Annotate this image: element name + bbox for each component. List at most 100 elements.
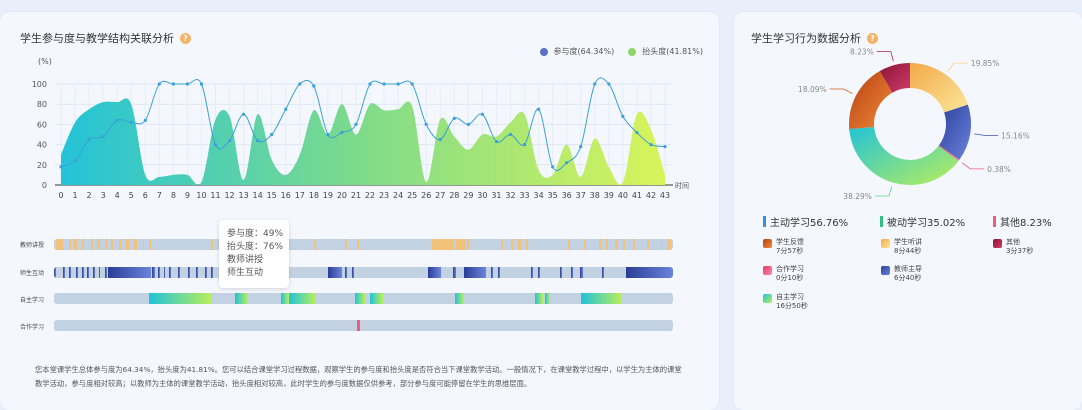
participation-point[interactable] (480, 112, 484, 116)
interaction-segment[interactable] (328, 267, 342, 278)
participation-point[interactable] (565, 161, 569, 165)
lecture-segment[interactable] (68, 239, 71, 250)
participation-point[interactable] (607, 82, 611, 86)
interaction-segment[interactable] (344, 267, 347, 278)
lecture-segment[interactable] (647, 239, 650, 250)
participation-point[interactable] (368, 82, 372, 86)
lecture-segment[interactable] (105, 239, 108, 250)
interaction-segment[interactable] (491, 267, 493, 278)
activity-cooperative[interactable]: 合作学习 0分10秒 (763, 265, 804, 283)
question-icon[interactable]: ? (867, 32, 878, 44)
lecture-segment[interactable] (149, 239, 152, 250)
participation-point[interactable] (73, 159, 77, 163)
participation-point[interactable] (466, 122, 470, 126)
interaction-segment[interactable] (152, 267, 155, 278)
lecture-segment[interactable] (525, 239, 528, 250)
interaction-segment[interactable] (538, 267, 540, 278)
category-active[interactable]: 主动学习56.76% (763, 214, 848, 229)
donut-slice[interactable] (939, 104, 971, 160)
participation-point[interactable] (340, 130, 344, 135)
interaction-segment[interactable] (625, 267, 673, 278)
participation-point[interactable] (396, 82, 400, 86)
lecture-segment[interactable] (500, 239, 504, 250)
interaction-segment[interactable] (177, 267, 180, 278)
donut-slice[interactable] (938, 145, 960, 162)
donut-slice[interactable] (849, 126, 959, 185)
lecture-segment[interactable] (583, 239, 587, 250)
self-study-segment[interactable] (289, 293, 317, 304)
donut-slice[interactable] (849, 70, 893, 130)
participation-point[interactable] (579, 145, 583, 149)
cooperation-segment[interactable] (357, 320, 361, 331)
lecture-segment[interactable] (313, 239, 316, 250)
participation-point[interactable] (522, 143, 527, 147)
interaction-segment[interactable] (530, 267, 534, 278)
participation-point[interactable] (621, 114, 625, 118)
participation-point[interactable] (312, 84, 316, 88)
interaction-segment[interactable] (211, 267, 214, 278)
interaction-segment[interactable] (560, 267, 563, 278)
lecture-segment[interactable] (567, 239, 570, 250)
interaction-segment[interactable] (352, 267, 355, 278)
participation-point[interactable] (87, 137, 91, 142)
participation-point[interactable] (242, 112, 246, 116)
participation-point[interactable] (452, 116, 456, 120)
self-study-segment[interactable] (281, 293, 289, 304)
lecture-segment[interactable] (55, 239, 64, 250)
interaction-segment[interactable] (92, 267, 95, 278)
interaction-segment[interactable] (82, 267, 85, 278)
timeline-track-cooperation[interactable] (54, 320, 673, 331)
participation-point[interactable] (101, 134, 105, 139)
participation-point[interactable] (382, 82, 386, 86)
interaction-segment[interactable] (498, 267, 501, 278)
timeline-track-self-study[interactable] (54, 293, 673, 304)
donut-slice[interactable] (910, 63, 968, 113)
interaction-segment[interactable] (68, 267, 72, 278)
participation-point[interactable] (354, 122, 358, 126)
participation-point[interactable] (494, 139, 499, 144)
participation-point[interactable] (593, 82, 597, 86)
self-study-segment[interactable] (455, 293, 465, 304)
self-study-segment[interactable] (534, 293, 543, 304)
interaction-segment[interactable] (157, 267, 160, 278)
interaction-segment[interactable] (104, 267, 107, 278)
lecture-segment[interactable] (518, 239, 521, 250)
lecture-segment[interactable] (142, 239, 145, 250)
lecture-segment[interactable] (344, 239, 348, 250)
legend-item-headup[interactable]: 抬头度(41.81%) (628, 46, 703, 57)
lecture-segment[interactable] (668, 239, 671, 250)
participation-point[interactable] (143, 118, 147, 122)
activity-self-study[interactable]: 自主学习 16分50秒 (763, 293, 808, 311)
participation-point[interactable] (663, 145, 667, 149)
donut-slice[interactable] (879, 63, 910, 93)
participation-point[interactable] (424, 122, 428, 126)
lecture-segment[interactable] (598, 239, 601, 250)
lecture-segment[interactable] (467, 239, 470, 250)
participation-point[interactable] (115, 118, 119, 122)
self-study-segment[interactable] (545, 293, 551, 304)
activity-teacher-led[interactable]: 教师主导 6分40秒 (881, 265, 922, 283)
self-study-segment[interactable] (235, 293, 248, 304)
participation-point[interactable] (551, 165, 555, 169)
interaction-segment[interactable] (163, 267, 166, 278)
timeline-track-lecture[interactable] (54, 239, 673, 250)
interaction-segment[interactable] (453, 267, 456, 278)
question-icon[interactable]: ? (180, 32, 191, 44)
interaction-segment[interactable] (75, 267, 78, 278)
participation-point[interactable] (284, 107, 288, 111)
lecture-segment[interactable] (118, 239, 121, 250)
participation-point[interactable] (129, 120, 133, 124)
participation-point[interactable] (227, 138, 232, 143)
participation-point[interactable] (410, 82, 414, 86)
participation-point[interactable] (270, 132, 274, 137)
lecture-segment[interactable] (431, 239, 454, 250)
activity-other[interactable]: 其他 3分37秒 (993, 238, 1033, 256)
participation-point[interactable] (256, 138, 260, 143)
participation-point[interactable] (438, 137, 442, 142)
lecture-segment[interactable] (97, 239, 101, 250)
category-passive[interactable]: 被动学习35.02% (880, 214, 965, 229)
lecture-segment[interactable] (82, 239, 85, 250)
lecture-segment[interactable] (510, 239, 513, 250)
interaction-segment[interactable] (580, 267, 583, 278)
interaction-segment[interactable] (428, 267, 441, 278)
